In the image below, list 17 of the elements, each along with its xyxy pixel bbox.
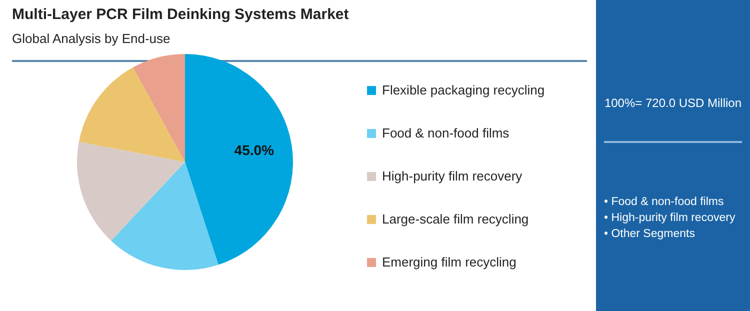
legend-label: Large-scale film recycling xyxy=(382,212,529,226)
pie-slice xyxy=(77,142,185,241)
data-label: 45.0% xyxy=(234,142,275,158)
pie-slice xyxy=(132,54,185,162)
text: • Food & non-food films xyxy=(604,195,725,210)
text: • High-purity film recovery xyxy=(604,211,736,226)
pie-slice xyxy=(78,67,185,162)
legend-label: Food & non-food films xyxy=(382,126,510,140)
pie-slice xyxy=(185,54,293,265)
legend-label: Flexible packaging recycling xyxy=(382,82,545,98)
chart-subtitle: Global Analysis by End-use xyxy=(12,31,172,46)
chart-title: Multi-Layer PCR Film Deinking Systems Market xyxy=(12,6,350,23)
legend-label: High-purity film recovery xyxy=(382,168,523,184)
text: 100%= 720.0 USD Million xyxy=(603,96,743,110)
pie-slice xyxy=(111,162,218,270)
text: • Other Segments xyxy=(604,227,696,242)
legend-label: Emerging film recycling xyxy=(382,254,516,270)
